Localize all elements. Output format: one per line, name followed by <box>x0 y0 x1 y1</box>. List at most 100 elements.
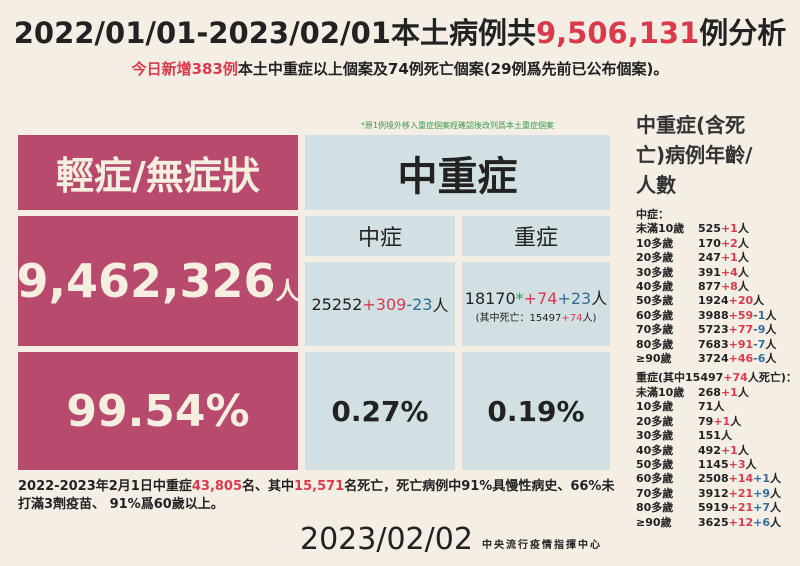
add: +20 <box>728 294 754 308</box>
age: 80多歲 <box>636 337 674 351</box>
moderate-count-box: 25252 +309 -23 人 <box>305 262 455 346</box>
age-row: 40多歲 877+8人 <box>636 280 800 294</box>
unit: 人 <box>765 337 777 351</box>
adj: +7 <box>753 501 771 515</box>
source: 中央流行疫情指揮中心 <box>482 540 602 551</box>
unit: 人 <box>737 280 749 294</box>
count: 268 <box>698 385 721 399</box>
age-row: 70多歲 5723+77-9人 <box>636 323 800 337</box>
age-heading: 中症： <box>636 208 669 221</box>
summary-text: 名、其中 <box>242 479 295 494</box>
count: 170 <box>698 236 721 250</box>
unit: 人 <box>737 443 749 457</box>
age-row: 20多歲 79+1人 <box>636 415 800 429</box>
age-row: 10多歲 170+2人 <box>636 237 800 251</box>
add: +3 <box>728 457 746 471</box>
title-text: 例分析 <box>699 16 787 50</box>
unit: 人 <box>737 236 749 250</box>
unit: 人 <box>730 414 742 428</box>
adj: +1 <box>753 472 771 486</box>
adj: -6 <box>753 352 766 366</box>
age: 50多歲 <box>636 457 674 471</box>
age-row: 20多歲 247+1人 <box>636 251 800 265</box>
death-add: +74 <box>561 312 583 324</box>
count: 1924 <box>698 294 729 308</box>
count: 71 <box>698 400 714 414</box>
age: 10多歲 <box>636 236 674 250</box>
add: +2 <box>720 236 738 250</box>
count: 3988 <box>698 308 729 322</box>
title-text: 2022/01/01-2023/02/01本土病例共 <box>13 16 536 50</box>
age: 60多歲 <box>636 472 674 486</box>
unit: 人 <box>770 472 782 486</box>
count: 2508 <box>698 472 729 486</box>
age: 30多歲 <box>636 265 674 279</box>
count: 151 <box>698 429 721 443</box>
adj: +23 <box>557 288 592 308</box>
title-total: 9,506,131 <box>535 16 700 50</box>
add: +1 <box>720 385 738 399</box>
count: 391 <box>698 265 721 279</box>
age-row: 70多歲 3912+21+9人 <box>636 487 800 501</box>
age: 20多歲 <box>636 414 674 428</box>
adj: +9 <box>753 486 771 500</box>
add: +21 <box>728 486 754 500</box>
age-row: 30多歲 391+4人 <box>636 266 800 280</box>
age: 30多歲 <box>636 429 674 443</box>
unit: 人 <box>745 457 757 471</box>
moderate-label: 中症 <box>305 216 455 256</box>
age: ≥90歲 <box>636 352 672 366</box>
age: 80多歲 <box>636 501 674 515</box>
severe-count-box: 18170*+74+23人 (其中死亡：15497+74人) <box>462 262 610 346</box>
count: 877 <box>698 280 721 294</box>
mild-percent: 99.54% <box>18 352 298 470</box>
moderate-rows: 未滿10歲 525+1人 10多歲 170+2人 20多歲 247+1人 30多歲 391+4… <box>636 222 800 366</box>
subtitle: 今日新增383例本土中重症以上個案及74例死亡個案(29例爲先前已公布個案)。 <box>0 58 800 79</box>
add: +77 <box>728 323 754 337</box>
unit: 人 <box>753 294 765 308</box>
unit: 人 <box>275 276 300 305</box>
age-row: 未滿10歲 268+1人 <box>636 386 800 400</box>
age-row: 60多歲 2508+14+1人 <box>636 472 800 486</box>
age-row: 80多歲 5919+21+7人 <box>636 501 800 515</box>
age: 未滿10歲 <box>636 222 685 236</box>
unit: 人 <box>770 501 782 515</box>
count: 18170 <box>464 288 516 308</box>
count: 3724 <box>698 352 729 366</box>
heading-text: 重症(其中15497 <box>636 371 724 385</box>
adj: +6 <box>753 515 771 529</box>
unit: 人 <box>720 429 732 443</box>
count: 1145 <box>698 457 729 471</box>
age-row: 60多歲 3988+59-1人 <box>636 309 800 323</box>
age: 40多歲 <box>636 280 674 294</box>
adj: -1 <box>753 308 766 322</box>
subtitle-highlight: 今日新增383例 <box>131 60 238 78</box>
mild-count-box: 9,462,326 人 <box>17 216 300 346</box>
count: 247 <box>698 251 721 265</box>
unit: 人 <box>432 296 449 315</box>
unit: 人 <box>765 352 777 366</box>
summary-text: 2022-2023年2月1日中重症 <box>18 479 192 494</box>
age-list: 中症： 未滿10歲 525+1人 10多歲 170+2人 20多歲 247+1人 30多歲 3… <box>636 208 800 530</box>
mild-label: 輕症/無症狀 <box>18 135 298 210</box>
add: +21 <box>728 501 754 515</box>
unit: 人 <box>737 385 749 399</box>
age-row: 未滿10歲 525+1人 <box>636 222 800 236</box>
count: 25252 <box>311 294 363 314</box>
death: 人) <box>582 312 597 324</box>
add: +46 <box>728 352 754 366</box>
age: ≥90歲 <box>636 515 672 529</box>
unit: 人 <box>713 400 725 414</box>
note: *原1例境外移入重症個案經確認後改列爲本土重症個案 <box>360 121 555 130</box>
age-row: 50多歲 1145+3人 <box>636 458 800 472</box>
age-row: 10多歲 71人 <box>636 400 800 414</box>
age: 40多歲 <box>636 443 674 457</box>
unit: 人 <box>765 323 777 337</box>
unit: 人 <box>765 308 777 322</box>
summary-number: 43,805 <box>191 479 243 494</box>
add: +59 <box>728 308 754 322</box>
count: 525 <box>698 222 721 236</box>
severe-total-label: 中重症 <box>305 135 610 210</box>
add: +74 <box>523 288 558 308</box>
